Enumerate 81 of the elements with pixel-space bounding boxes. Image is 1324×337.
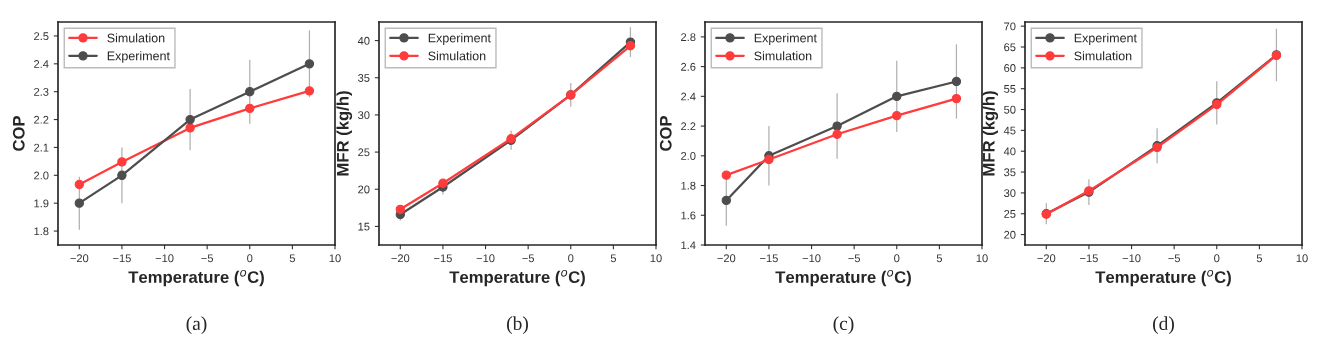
text: (b) (507, 316, 528, 334)
legend-label: Simulation (107, 33, 165, 43)
x-tick-label: −10 (476, 254, 495, 263)
y-tick-label: 30 (358, 111, 370, 120)
y-tick-label: 55 (1004, 85, 1016, 93)
x-axis-title: Temperature ($^{o}$C) (128, 269, 264, 287)
x-tick-label: −10 (1122, 254, 1141, 263)
y-axis-title: COP (659, 116, 672, 151)
text: (d) (1153, 316, 1174, 334)
y-tick-label: 35 (1004, 168, 1016, 177)
y-tick-label: 2.4 (34, 60, 49, 68)
x-axis-title: Temperature ($^{o}$C) (449, 269, 585, 287)
x-tick-label: 0 (568, 254, 574, 263)
y-tick-label: 1.9 (34, 199, 49, 208)
y-tick-label: 2.8 (681, 33, 696, 41)
x-tick-label: −15 (113, 254, 131, 263)
x-tick-label: 5 (1256, 254, 1263, 263)
y-tick-label: 40 (1003, 147, 1016, 156)
y-tick-label: 15 (358, 222, 370, 231)
y-axis-title: MFR (kg/h) (336, 91, 353, 176)
y-tick-label: 30 (1004, 189, 1016, 198)
y-tick-label: 20 (1004, 230, 1016, 239)
y-axis-title: MFR (kg/h) (982, 91, 999, 176)
y-tick-label: 2.4 (681, 92, 696, 101)
y-tick-label: 25 (358, 148, 370, 157)
y-tick-label: 45 (1003, 126, 1016, 135)
x-axis-title: Temperature ($^{o}$C) (1095, 269, 1231, 287)
y-tick-label: 2.0 (681, 152, 696, 160)
x-tick-label: 0 (247, 254, 253, 263)
x-tick-label: 0 (1214, 254, 1220, 263)
y-tick-label: 2.5 (34, 32, 49, 41)
text: (c) (833, 316, 854, 334)
y-tick-label: 2.2 (34, 115, 49, 124)
legend-label: Simulation (754, 51, 812, 61)
y-tick-label: 70 (1004, 22, 1016, 31)
x-tick-label: −20 (717, 254, 736, 263)
y-tick-label: 2.0 (34, 171, 49, 180)
y-tick-label: 2.2 (681, 122, 696, 131)
x-tick-label: −5 (201, 254, 214, 263)
y-tick-label: 65 (1004, 43, 1016, 52)
y-tick-label: 2.1 (34, 143, 49, 152)
y-tick-label: 1.8 (34, 227, 49, 236)
y-tick-label: 2.6 (681, 62, 696, 71)
x-tick-label: 10 (650, 254, 662, 263)
legend-label: Simulation (1074, 51, 1132, 61)
y-tick-label: 60 (1004, 64, 1016, 72)
y-tick-label: 50 (1004, 105, 1016, 114)
x-tick-label: −5 (848, 254, 861, 263)
x-tick-label: −15 (434, 254, 452, 263)
x-tick-label: 10 (329, 254, 341, 263)
x-tick-label: 0 (894, 254, 900, 263)
y-tick-label: 35 (358, 74, 370, 82)
x-tick-label: −20 (70, 254, 89, 263)
y-tick-label: 40 (357, 36, 370, 45)
y-tick-label: 1.6 (681, 211, 696, 220)
x-tick-label: −10 (155, 254, 174, 263)
y-axis-title: COP (12, 116, 25, 151)
x-tick-label: −5 (522, 254, 535, 263)
x-axis-title: Temperature ($^{o}$C) (775, 269, 911, 287)
y-tick-label: 25 (1004, 210, 1016, 218)
y-tick-label: 1.8 (681, 181, 696, 190)
y-tick-label: 2.3 (34, 87, 49, 96)
x-tick-label: −10 (802, 254, 821, 263)
x-tick-label: 10 (1296, 254, 1308, 263)
legend-label: Experiment (754, 33, 817, 45)
x-tick-label: 10 (976, 254, 988, 263)
text: (a) (186, 316, 207, 334)
legend-label: Simulation (428, 51, 486, 61)
x-tick-label: −5 (1168, 254, 1181, 263)
legend-label: Experiment (1074, 33, 1137, 45)
legend-label: Experiment (107, 51, 170, 63)
x-tick-label: −15 (1080, 254, 1098, 263)
x-tick-label: −20 (1037, 254, 1056, 263)
x-tick-label: 5 (610, 254, 617, 263)
y-tick-label: 20 (358, 185, 370, 194)
y-tick-label: 1.4 (681, 241, 696, 250)
legend-label: Experiment (428, 33, 491, 45)
x-tick-label: 5 (936, 254, 943, 263)
x-tick-label: −15 (760, 254, 778, 263)
x-tick-label: 5 (289, 254, 296, 263)
x-tick-label: −20 (391, 254, 410, 263)
